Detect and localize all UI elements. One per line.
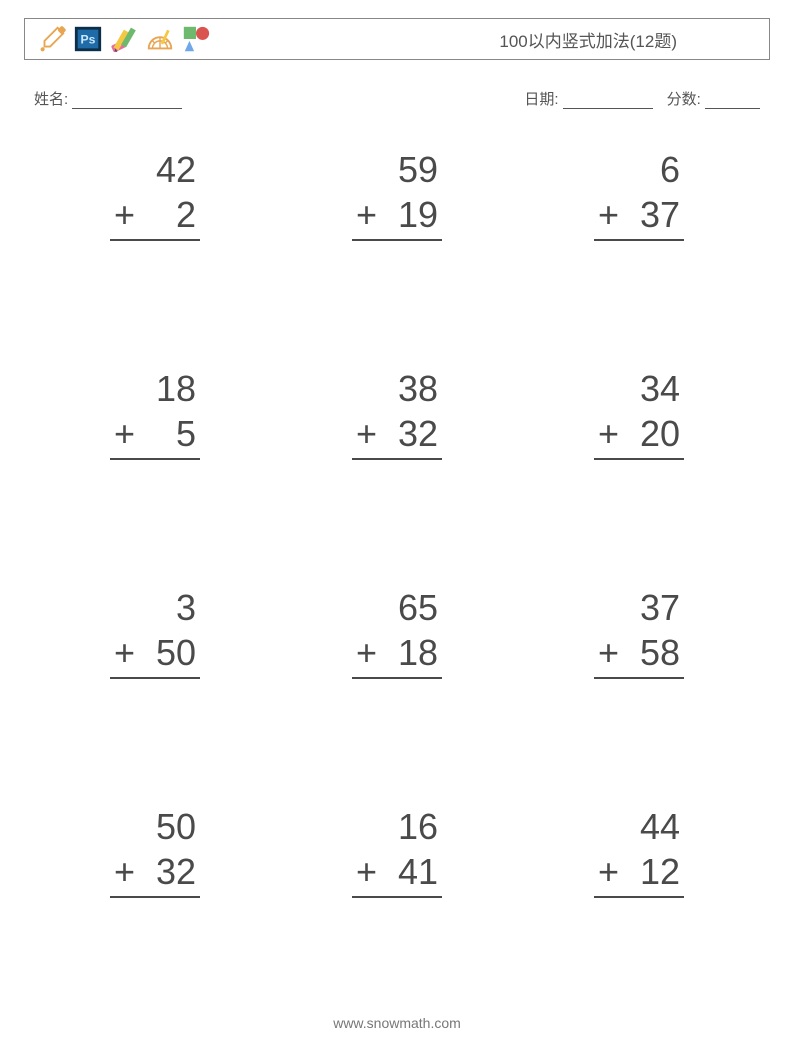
top-number: 42 bbox=[110, 147, 200, 192]
name-label: 姓名: bbox=[34, 88, 182, 109]
addend-number: 41 bbox=[377, 849, 438, 894]
plus-operator: + bbox=[114, 192, 135, 237]
addend-number: 32 bbox=[135, 849, 196, 894]
top-number: 6 bbox=[594, 147, 684, 192]
bottom-row: +32 bbox=[110, 849, 200, 898]
plus-operator: + bbox=[598, 192, 619, 237]
top-number: 44 bbox=[594, 804, 684, 849]
problem-inner: 42+ 2 bbox=[110, 147, 200, 241]
problem: 18+ 5 bbox=[64, 358, 246, 537]
problem-inner: 65+18 bbox=[352, 585, 442, 679]
problem-inner: 38+32 bbox=[352, 366, 442, 460]
problem-inner: 34+20 bbox=[594, 366, 684, 460]
pencil-eraser-icon bbox=[109, 24, 139, 54]
addend-number: 32 bbox=[377, 411, 438, 456]
problem-inner: 18+ 5 bbox=[110, 366, 200, 460]
problem-inner: 37+58 bbox=[594, 585, 684, 679]
problem-inner: 16+41 bbox=[352, 804, 442, 898]
problem: 59+19 bbox=[306, 139, 488, 318]
addend-number: 58 bbox=[619, 630, 680, 675]
bottom-row: +50 bbox=[110, 630, 200, 679]
worksheet-title: 100以内竖式加法(12题) bbox=[499, 27, 677, 52]
problem: 34+20 bbox=[548, 358, 730, 537]
shapes-icon bbox=[181, 24, 211, 54]
bottom-row: +19 bbox=[352, 192, 442, 241]
toolbar-icons: Ps bbox=[37, 24, 211, 54]
problem: 37+58 bbox=[548, 577, 730, 756]
addend-number: 20 bbox=[619, 411, 680, 456]
problem: 42+ 2 bbox=[64, 139, 246, 318]
info-row: 姓名: 日期: 分数: bbox=[24, 88, 770, 109]
date-blank[interactable] bbox=[563, 94, 653, 109]
top-number: 59 bbox=[352, 147, 442, 192]
top-number: 16 bbox=[352, 804, 442, 849]
addend-number: 19 bbox=[377, 192, 438, 237]
addend-number: 37 bbox=[619, 192, 680, 237]
dropper-icon bbox=[37, 24, 67, 54]
top-number: 18 bbox=[110, 366, 200, 411]
plus-operator: + bbox=[356, 849, 377, 894]
bottom-row: +12 bbox=[594, 849, 684, 898]
top-number: 34 bbox=[594, 366, 684, 411]
plus-operator: + bbox=[598, 630, 619, 675]
score-blank[interactable] bbox=[705, 94, 760, 109]
plus-operator: + bbox=[598, 849, 619, 894]
addend-number: 2 bbox=[135, 192, 196, 237]
addend-number: 18 bbox=[377, 630, 438, 675]
top-number: 50 bbox=[110, 804, 200, 849]
problem: 50+32 bbox=[64, 796, 246, 975]
bottom-row: +37 bbox=[594, 192, 684, 241]
addend-number: 5 bbox=[135, 411, 196, 456]
plus-operator: + bbox=[114, 630, 135, 675]
problem: 6+37 bbox=[548, 139, 730, 318]
problem: 3+50 bbox=[64, 577, 246, 756]
ps-icon: Ps bbox=[73, 24, 103, 54]
plus-operator: + bbox=[356, 630, 377, 675]
plus-operator: + bbox=[356, 192, 377, 237]
name-blank[interactable] bbox=[72, 94, 182, 109]
bottom-row: +41 bbox=[352, 849, 442, 898]
svg-text:Ps: Ps bbox=[81, 33, 96, 47]
bottom-row: +58 bbox=[594, 630, 684, 679]
bottom-row: +20 bbox=[594, 411, 684, 460]
problem: 38+32 bbox=[306, 358, 488, 537]
problem: 16+41 bbox=[306, 796, 488, 975]
bottom-row: +32 bbox=[352, 411, 442, 460]
plus-operator: + bbox=[114, 849, 135, 894]
addend-number: 50 bbox=[135, 630, 196, 675]
top-number: 65 bbox=[352, 585, 442, 630]
header-box: Ps 1 bbox=[24, 18, 770, 60]
top-number: 37 bbox=[594, 585, 684, 630]
problems-grid: 42+ 259+19 6+3718+ 538+3234+20 3+5065+18… bbox=[24, 109, 770, 1035]
problem-inner: 44+12 bbox=[594, 804, 684, 898]
plus-operator: + bbox=[114, 411, 135, 456]
problem-inner: 3+50 bbox=[110, 585, 200, 679]
bottom-row: + 2 bbox=[110, 192, 200, 241]
footer-url: www.snowmath.com bbox=[0, 1015, 794, 1031]
problem-inner: 6+37 bbox=[594, 147, 684, 241]
problem: 44+12 bbox=[548, 796, 730, 975]
top-number: 38 bbox=[352, 366, 442, 411]
date-label: 日期: bbox=[524, 88, 652, 109]
problem-inner: 59+19 bbox=[352, 147, 442, 241]
addend-number: 12 bbox=[619, 849, 680, 894]
problem-inner: 50+32 bbox=[110, 804, 200, 898]
score-label: 分数: bbox=[667, 88, 760, 109]
protractor-icon bbox=[145, 24, 175, 54]
bottom-row: +18 bbox=[352, 630, 442, 679]
top-number: 3 bbox=[110, 585, 200, 630]
bottom-row: + 5 bbox=[110, 411, 200, 460]
problem: 65+18 bbox=[306, 577, 488, 756]
plus-operator: + bbox=[356, 411, 377, 456]
plus-operator: + bbox=[598, 411, 619, 456]
